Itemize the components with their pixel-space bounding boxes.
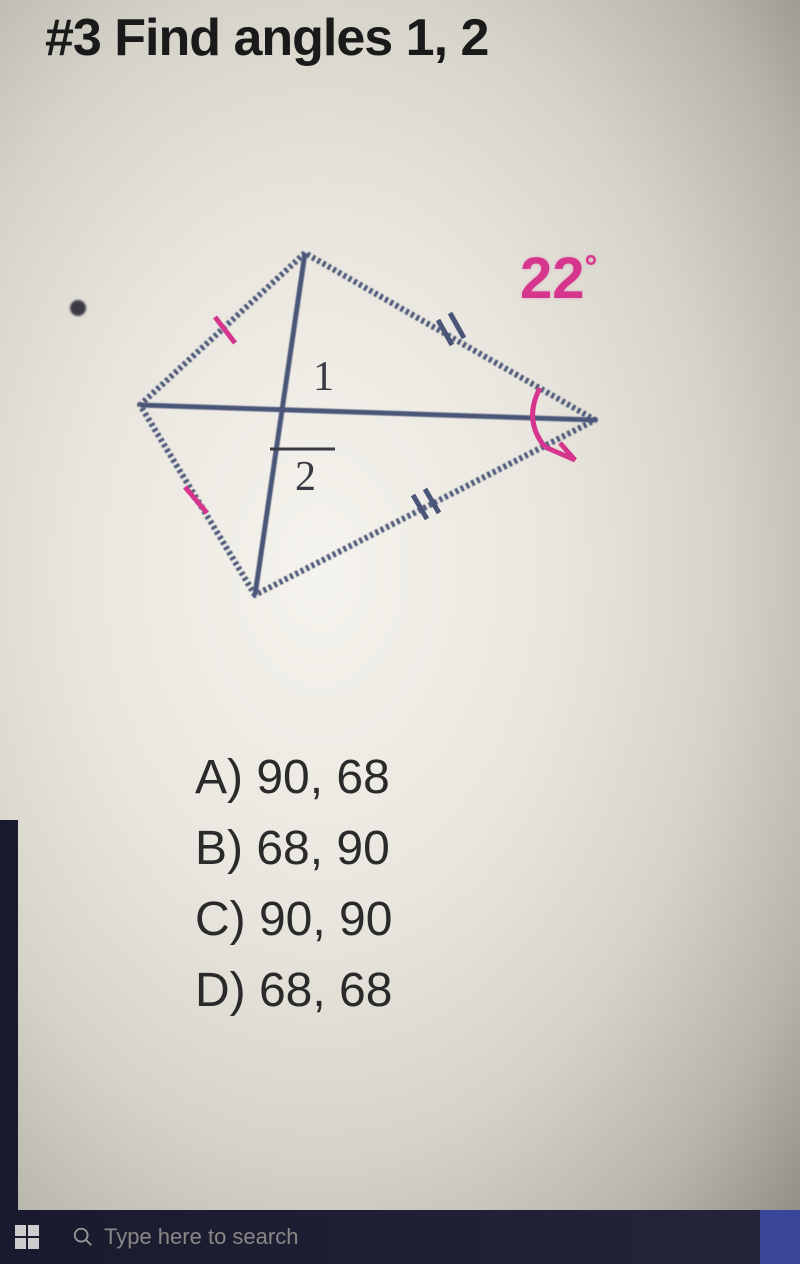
- windows-taskbar: Type here to search: [0, 1210, 800, 1264]
- search-placeholder-text: Type here to search: [104, 1224, 298, 1250]
- answer-options-list: A) 90, 68 B) 68, 90 C) 90, 90 D) 68, 68: [195, 750, 392, 1034]
- angle-1-label: 1: [313, 354, 334, 400]
- option-c[interactable]: C) 90, 90: [195, 892, 392, 947]
- question-title: #3 Find angles 1, 2: [45, 8, 488, 68]
- history-icon[interactable]: [50, 1164, 78, 1192]
- taskbar-search[interactable]: Type here to search: [62, 1217, 298, 1257]
- angle-2-label: 2: [295, 454, 316, 500]
- option-b[interactable]: B) 68, 90: [195, 821, 392, 876]
- left-screen-edge: [0, 820, 18, 1264]
- given-angle-text: 22°: [520, 245, 597, 312]
- windows-start-button[interactable]: [0, 1210, 54, 1264]
- option-d[interactable]: D) 68, 68: [195, 963, 392, 1018]
- taskbar-right-item[interactable]: [760, 1210, 800, 1264]
- search-icon: [72, 1226, 94, 1248]
- option-a[interactable]: A) 90, 68: [195, 750, 392, 805]
